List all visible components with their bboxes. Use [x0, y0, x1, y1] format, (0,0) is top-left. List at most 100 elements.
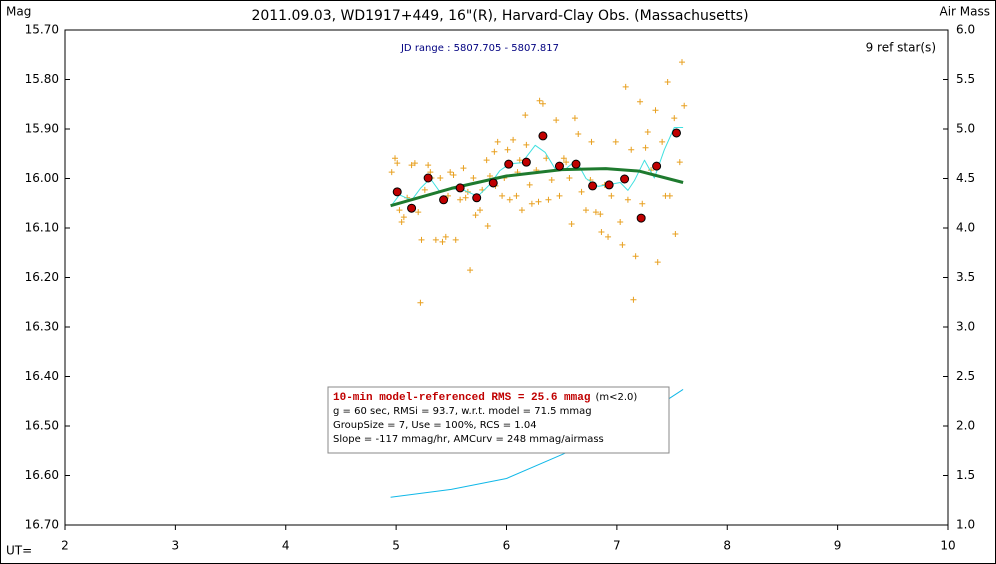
raw-point	[417, 299, 424, 306]
x-tick-label: 8	[723, 539, 731, 553]
raw-point	[452, 236, 459, 243]
y-tick-label: 16.20	[25, 270, 59, 284]
raw-point	[560, 155, 567, 162]
raw-point	[425, 162, 432, 169]
raw-point	[442, 233, 449, 240]
raw-point	[630, 296, 637, 303]
series-line	[391, 127, 684, 206]
group-point	[588, 181, 598, 191]
raw-point	[563, 159, 570, 166]
raw-point	[617, 219, 624, 226]
raw-point	[571, 115, 578, 122]
info-headline-note: (m<2.0)	[595, 392, 637, 403]
raw-point	[472, 212, 479, 219]
y-tick-label: 15.90	[25, 122, 59, 136]
y2-tick-label: 3.0	[956, 320, 975, 334]
y2-tick-label: 2.0	[956, 419, 975, 433]
x-tick-label: 9	[834, 539, 842, 553]
raw-point	[470, 175, 477, 182]
raw-point	[516, 157, 523, 164]
raw-point	[398, 219, 405, 226]
raw-point	[592, 209, 599, 216]
info-headline: 10-min model-referenced RMS = 25.6 mmag (…	[333, 392, 637, 404]
raw-point	[499, 192, 506, 199]
raw-point	[535, 198, 542, 205]
raw-point	[605, 233, 612, 240]
x-tick-label: 6	[503, 539, 511, 553]
chart-title: 2011.09.03, WD1917+449, 16"(R), Harvard-…	[251, 8, 748, 24]
raw-point	[523, 141, 530, 148]
raw-point	[548, 176, 555, 183]
raw-point	[568, 221, 575, 228]
raw-point	[622, 83, 629, 90]
raw-point	[415, 209, 422, 216]
raw-point	[418, 236, 425, 243]
raw-point	[672, 230, 679, 237]
raw-point	[483, 157, 490, 164]
group-point	[604, 180, 614, 190]
y-tick-label: 16.30	[25, 320, 59, 334]
raw-point	[637, 98, 644, 105]
raw-point	[486, 173, 493, 180]
raw-point	[536, 97, 543, 104]
group-point	[455, 183, 465, 193]
raw-point	[612, 138, 619, 145]
group-point	[671, 128, 681, 138]
y2-axis-label: Air Mass	[939, 5, 990, 19]
raw-point	[484, 223, 491, 230]
group-point	[636, 213, 646, 223]
raw-point	[491, 148, 498, 155]
raw-point	[639, 200, 646, 207]
raw-point	[457, 196, 464, 203]
group-point	[521, 157, 531, 167]
raw-point	[664, 78, 671, 85]
raw-point	[578, 188, 585, 195]
raw-point	[392, 155, 399, 162]
raw-point	[411, 160, 418, 167]
group-point	[488, 178, 498, 188]
info-box: 10-min model-referenced RMS = 25.6 mmag (…	[327, 386, 670, 454]
y-tick-label: 16.40	[25, 369, 59, 383]
raw-point	[506, 196, 513, 203]
raw-point	[666, 192, 673, 199]
raw-point	[421, 186, 428, 193]
y2-tick-label: 4.0	[956, 221, 975, 235]
raw-point	[439, 238, 446, 245]
raw-point	[450, 172, 457, 179]
info-headline-main: 10-min model-referenced RMS = 25.6 mmag	[333, 392, 590, 404]
group-point	[472, 193, 482, 203]
x-tick-label: 10	[940, 539, 955, 553]
raw-point	[462, 194, 469, 201]
y-tick-label: 16.10	[25, 221, 59, 235]
raw-point	[504, 146, 511, 153]
raw-point	[394, 160, 401, 167]
raw-point	[566, 175, 573, 182]
info-line: g = 60 sec, RMSi = 93.7, w.r.t. model = …	[333, 406, 592, 417]
y-tick-label: 15.80	[25, 72, 59, 86]
raw-point	[427, 169, 434, 176]
y2-tick-label: 2.5	[956, 369, 975, 383]
raw-point	[400, 214, 407, 221]
raw-point	[460, 165, 467, 172]
raw-point	[408, 162, 415, 169]
raw-point	[437, 175, 444, 182]
group-point	[423, 173, 433, 183]
x-tick-label: 4	[282, 539, 290, 553]
group-point	[571, 159, 581, 169]
y2-tick-label: 5.0	[956, 122, 975, 136]
info-box-frame	[327, 386, 670, 454]
y-tick-label: 16.60	[25, 468, 59, 482]
info-line: GroupSize = 7, Use = 100%, RCS = 1.04	[333, 420, 537, 431]
y2-tick-label: 3.5	[956, 270, 975, 284]
y-axis-label: Mag	[6, 5, 31, 19]
raw-point	[632, 253, 639, 260]
y2-tick-label: 6.0	[956, 23, 975, 37]
raw-point	[494, 138, 501, 145]
y-tick-label: 16.50	[25, 419, 59, 433]
raw-point	[432, 236, 439, 243]
x-tick-label: 3	[172, 539, 180, 553]
group-point	[392, 187, 402, 197]
x-axis-label: UT=	[6, 544, 32, 558]
raw-point	[654, 259, 661, 266]
